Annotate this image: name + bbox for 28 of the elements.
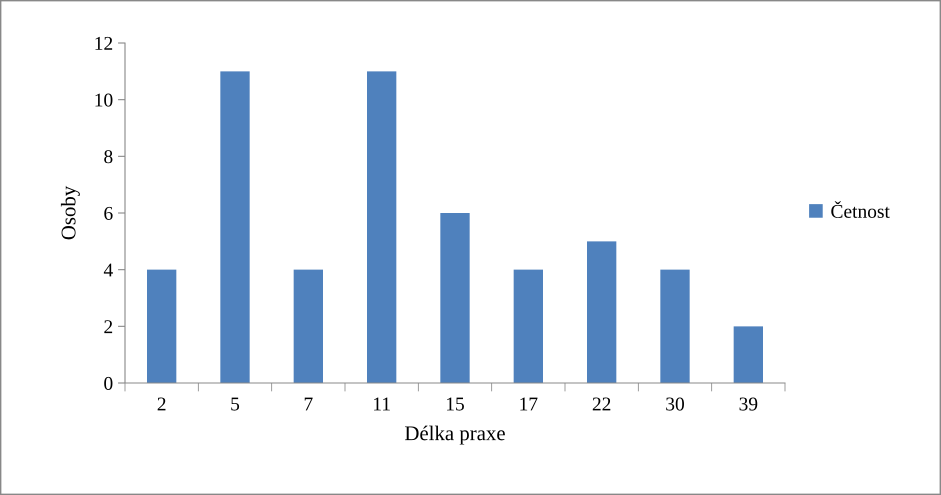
bar [440,213,470,383]
bar [514,270,543,383]
x-tick-label: 22 [592,398,610,410]
y-tick-label: 12 [95,36,112,50]
y-tick-label: 2 [104,320,112,334]
y-tick-label: 10 [95,93,112,107]
legend-label: Četnost [831,201,890,218]
x-axis-title: Délka praxe [404,426,505,445]
x-tick-label: 2 [158,398,166,410]
x-tick-label: 30 [666,397,684,411]
bar [220,71,250,383]
x-tick-label: 17 [520,398,538,410]
x-tick-label: 5 [231,398,240,411]
bar [587,241,616,383]
y-tick-label: 4 [104,264,113,276]
bar [294,270,323,383]
x-tick-label: 15 [446,398,464,411]
bar [367,71,396,383]
y-axis-title: Osoby [60,186,80,240]
bar [734,326,763,383]
bar [147,270,176,383]
x-tick-label: 7 [304,398,313,410]
x-tick-label: 39 [740,398,758,411]
y-tick-label: 6 [104,206,113,220]
bar [660,270,690,383]
y-tick-label: 0 [104,376,112,390]
x-tick-label: 11 [374,398,390,410]
y-tick-label: 8 [104,150,112,164]
